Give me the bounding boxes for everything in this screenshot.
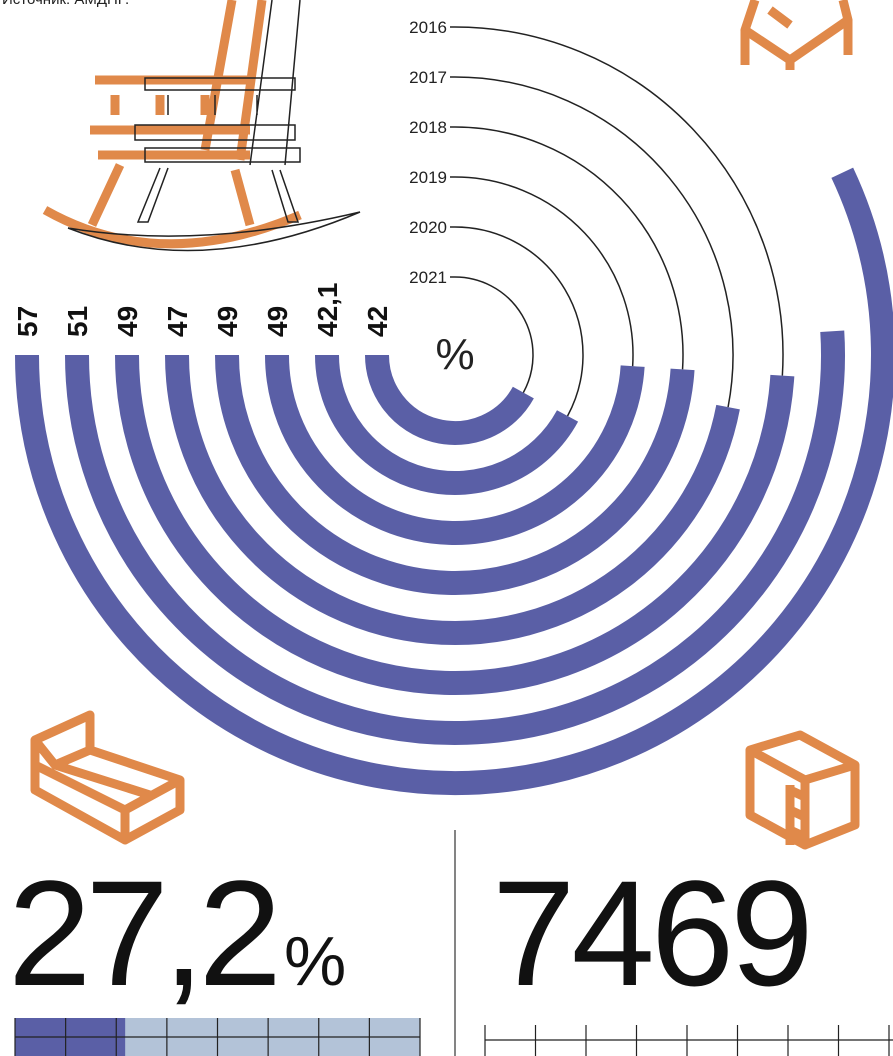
leader-line bbox=[450, 227, 583, 416]
infographic: Источник: АМДПР. % 57 51 49 2016 47 2017 49 2018… bbox=[0, 0, 893, 1056]
leader-line bbox=[450, 177, 633, 366]
center-label: % bbox=[435, 330, 474, 379]
year-label: 2016 bbox=[409, 18, 447, 37]
bed-icon bbox=[35, 715, 180, 840]
value-label: 51 bbox=[62, 306, 93, 337]
value-label: 42 bbox=[362, 306, 393, 337]
year-label: 2017 bbox=[409, 68, 447, 87]
rocking-chair-icon bbox=[45, 0, 360, 251]
stat-value: 27,2% bbox=[8, 849, 346, 1017]
chair-icon bbox=[745, 0, 848, 70]
year-label: 2019 bbox=[409, 168, 447, 187]
stats: 27,2% 7469 bbox=[8, 849, 893, 1056]
leader-line bbox=[450, 127, 683, 369]
year-label: 2020 bbox=[409, 218, 447, 237]
dresser-icon bbox=[750, 735, 855, 845]
value-label: 49 bbox=[112, 306, 143, 337]
stat-value: 7469 bbox=[492, 849, 810, 1017]
value-label: 42,1 bbox=[312, 283, 343, 338]
value-label: 57 bbox=[12, 306, 43, 337]
source: Источник: АМДПР. bbox=[2, 0, 129, 8]
stat-number: 27,2 bbox=[8, 849, 276, 1017]
bar bbox=[227, 355, 683, 583]
value-label: 47 bbox=[162, 306, 193, 337]
stat-unit: % bbox=[284, 922, 346, 1000]
year-label: 2018 bbox=[409, 118, 447, 137]
year-label: 2021 bbox=[409, 268, 447, 287]
value-label: 49 bbox=[212, 306, 243, 337]
value-label: 49 bbox=[262, 306, 293, 337]
leader-line bbox=[450, 27, 783, 376]
